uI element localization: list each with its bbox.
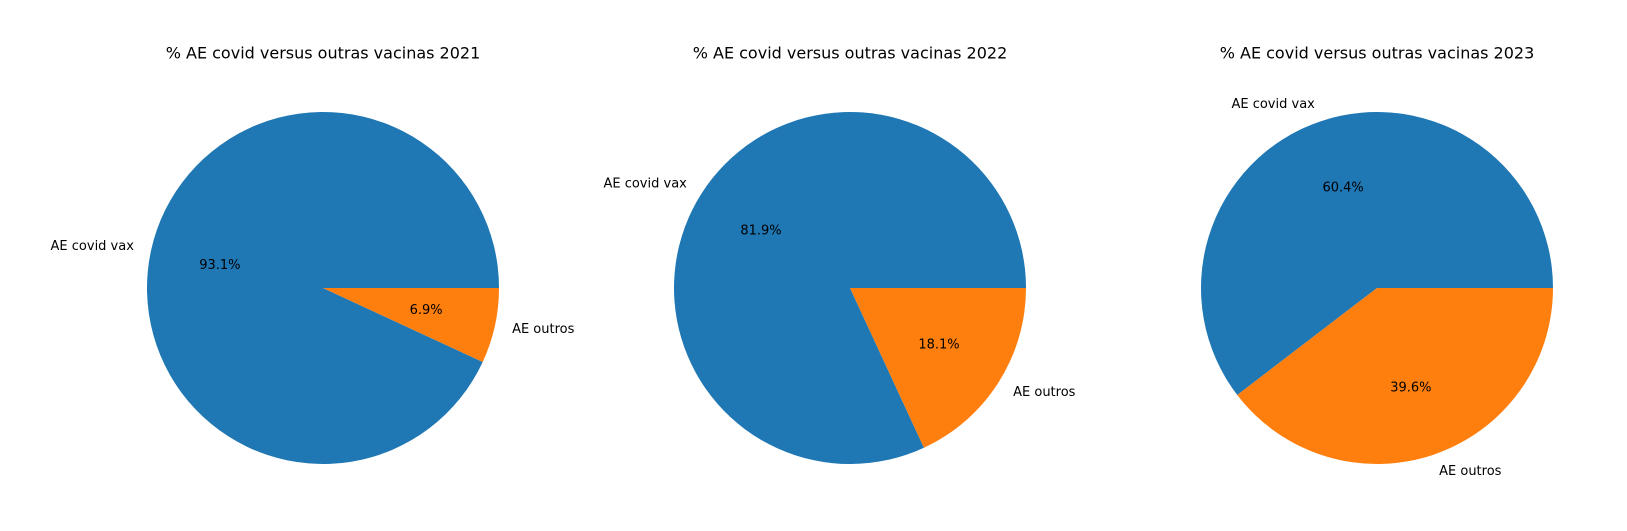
slice-percent-label: 81.9% (740, 224, 781, 239)
pie-slice-ae-outros (323, 288, 499, 362)
pie-chart-3: % AE covid versus outras vacinas 2023 AE … (1200, 44, 1553, 479)
chart-title: % AE covid versus outras vacinas 2021 (166, 44, 481, 63)
slice-label: AE covid vax (51, 239, 135, 254)
pie-slice-ae-outros (1237, 288, 1553, 465)
slice-label: AE covid vax (1231, 97, 1315, 112)
slice-percent-label: 39.6% (1390, 381, 1431, 396)
slice-percent-label: 60.4% (1322, 180, 1363, 195)
chart-title: % AE covid versus outras vacinas 2023 (1220, 44, 1535, 63)
pie-slice-ae-covid-vax (1200, 112, 1553, 395)
slice-percent-label: 6.9% (410, 303, 443, 318)
slice-label: AE outros (1439, 464, 1502, 479)
slice-label: AE covid vax (603, 176, 687, 191)
pie-slice-ae-covid-vax (147, 112, 499, 465)
pie-chart-1: % AE covid versus outras vacinas 2021 AE … (51, 44, 575, 465)
pie-slice-ae-outros (850, 288, 1026, 448)
slice-label: AE outros (512, 322, 575, 337)
slice-percent-label: 93.1% (199, 258, 240, 273)
chart-title: % AE covid versus outras vacinas 2022 (693, 44, 1008, 63)
pie-chart-2: % AE covid versus outras vacinas 2022 AE … (603, 44, 1076, 465)
pie-slice-ae-covid-vax (674, 112, 1026, 465)
slice-label: AE outros (1013, 385, 1076, 400)
slice-percent-label: 18.1% (918, 337, 959, 352)
